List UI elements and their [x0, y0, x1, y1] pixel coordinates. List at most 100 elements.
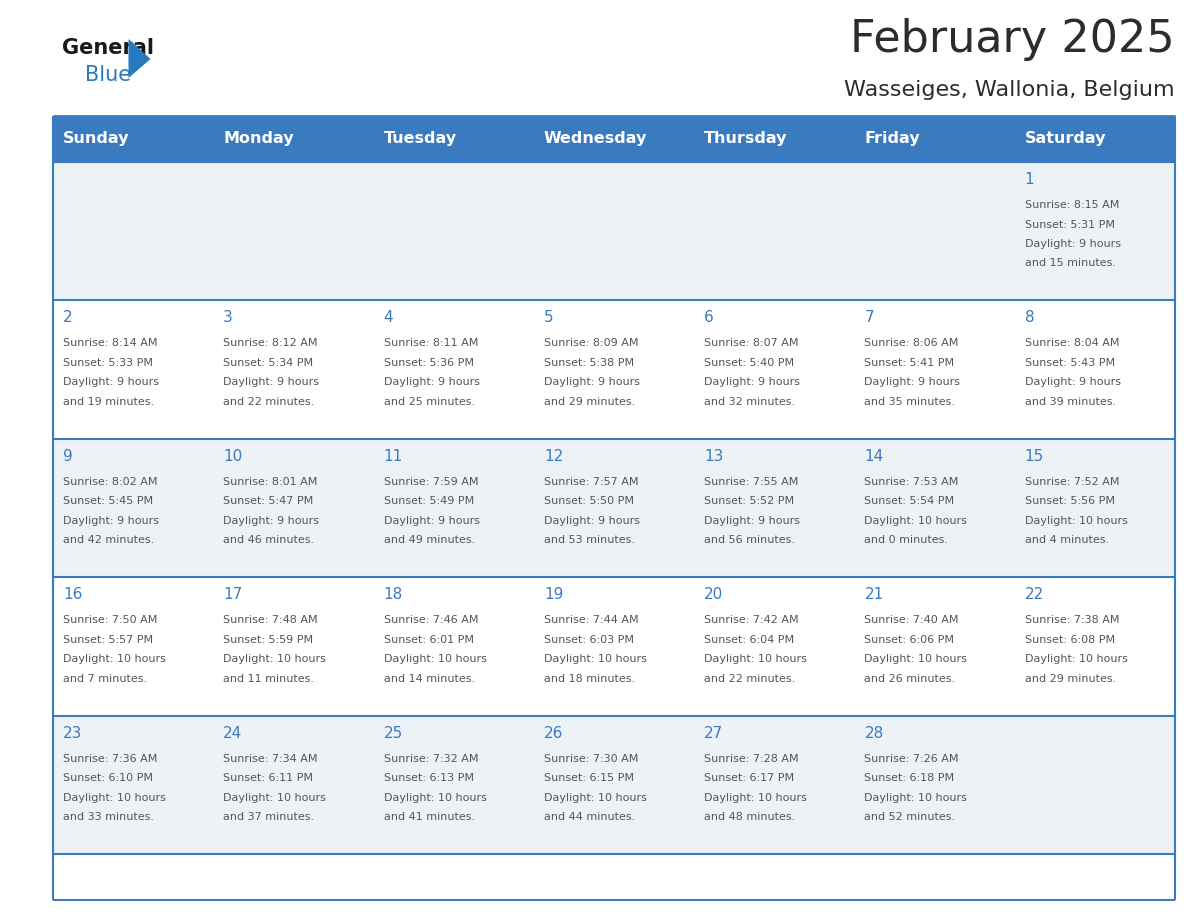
Text: Daylight: 9 hours: Daylight: 9 hours — [544, 516, 640, 526]
Text: Sunset: 5:36 PM: Sunset: 5:36 PM — [384, 358, 474, 368]
Text: Friday: Friday — [865, 131, 920, 147]
Bar — [53, 162, 1175, 300]
Text: Sunset: 5:47 PM: Sunset: 5:47 PM — [223, 497, 314, 507]
Text: Daylight: 10 hours: Daylight: 10 hours — [544, 792, 646, 802]
Text: 23: 23 — [63, 725, 82, 741]
Text: Sunrise: 7:57 AM: Sunrise: 7:57 AM — [544, 476, 638, 487]
Text: Sunset: 6:18 PM: Sunset: 6:18 PM — [865, 773, 954, 783]
Text: and 32 minutes.: and 32 minutes. — [704, 397, 795, 407]
Text: Sunrise: 8:15 AM: Sunrise: 8:15 AM — [1025, 200, 1119, 210]
Text: Sunset: 5:43 PM: Sunset: 5:43 PM — [1025, 358, 1114, 368]
Text: Blue: Blue — [86, 65, 132, 85]
Text: Sunset: 5:40 PM: Sunset: 5:40 PM — [704, 358, 795, 368]
Text: and 49 minutes.: and 49 minutes. — [384, 535, 475, 545]
Text: General: General — [62, 38, 154, 58]
Text: Sunrise: 8:04 AM: Sunrise: 8:04 AM — [1025, 339, 1119, 349]
Text: 6: 6 — [704, 310, 714, 325]
Text: and 48 minutes.: and 48 minutes. — [704, 812, 796, 823]
Text: Daylight: 10 hours: Daylight: 10 hours — [1025, 516, 1127, 526]
Text: 27: 27 — [704, 725, 723, 741]
Text: Sunrise: 7:53 AM: Sunrise: 7:53 AM — [865, 476, 959, 487]
Text: and 41 minutes.: and 41 minutes. — [384, 812, 475, 823]
Text: Daylight: 9 hours: Daylight: 9 hours — [223, 516, 320, 526]
Text: Saturday: Saturday — [1025, 131, 1106, 147]
Text: Sunrise: 7:55 AM: Sunrise: 7:55 AM — [704, 476, 798, 487]
Text: Daylight: 9 hours: Daylight: 9 hours — [1025, 377, 1120, 387]
Text: 22: 22 — [1025, 588, 1044, 602]
Text: Sunrise: 8:09 AM: Sunrise: 8:09 AM — [544, 339, 638, 349]
Text: 1: 1 — [1025, 172, 1035, 187]
Text: Daylight: 10 hours: Daylight: 10 hours — [63, 792, 166, 802]
Text: 4: 4 — [384, 310, 393, 325]
Text: and 29 minutes.: and 29 minutes. — [544, 397, 636, 407]
Text: Sunset: 6:15 PM: Sunset: 6:15 PM — [544, 773, 634, 783]
Text: Monday: Monday — [223, 131, 293, 147]
Text: Daylight: 9 hours: Daylight: 9 hours — [544, 377, 640, 387]
Text: and 44 minutes.: and 44 minutes. — [544, 812, 636, 823]
Text: Sunset: 5:52 PM: Sunset: 5:52 PM — [704, 497, 795, 507]
Text: Sunset: 5:59 PM: Sunset: 5:59 PM — [223, 634, 314, 644]
Text: Sunset: 5:33 PM: Sunset: 5:33 PM — [63, 358, 153, 368]
Text: 24: 24 — [223, 725, 242, 741]
Text: Sunset: 6:06 PM: Sunset: 6:06 PM — [865, 634, 954, 644]
Text: Sunrise: 7:30 AM: Sunrise: 7:30 AM — [544, 754, 638, 764]
Text: and 42 minutes.: and 42 minutes. — [63, 535, 154, 545]
Text: Sunrise: 8:06 AM: Sunrise: 8:06 AM — [865, 339, 959, 349]
Text: 7: 7 — [865, 310, 874, 325]
Text: Sunset: 5:38 PM: Sunset: 5:38 PM — [544, 358, 634, 368]
Text: and 56 minutes.: and 56 minutes. — [704, 535, 795, 545]
Text: Daylight: 9 hours: Daylight: 9 hours — [1025, 239, 1120, 249]
Text: and 33 minutes.: and 33 minutes. — [63, 812, 154, 823]
Text: 11: 11 — [384, 449, 403, 464]
Text: Daylight: 10 hours: Daylight: 10 hours — [544, 655, 646, 665]
Text: Sunrise: 7:40 AM: Sunrise: 7:40 AM — [865, 615, 959, 625]
Text: Daylight: 10 hours: Daylight: 10 hours — [63, 655, 166, 665]
Text: Sunset: 6:13 PM: Sunset: 6:13 PM — [384, 773, 474, 783]
Text: Wednesday: Wednesday — [544, 131, 647, 147]
Text: Sunset: 6:08 PM: Sunset: 6:08 PM — [1025, 634, 1114, 644]
Text: Sunset: 5:49 PM: Sunset: 5:49 PM — [384, 497, 474, 507]
Text: and 14 minutes.: and 14 minutes. — [384, 674, 475, 684]
Text: and 53 minutes.: and 53 minutes. — [544, 535, 634, 545]
Text: and 18 minutes.: and 18 minutes. — [544, 674, 634, 684]
Text: 25: 25 — [384, 725, 403, 741]
Text: and 7 minutes.: and 7 minutes. — [63, 674, 147, 684]
Text: Daylight: 9 hours: Daylight: 9 hours — [704, 516, 801, 526]
Text: Sunrise: 8:12 AM: Sunrise: 8:12 AM — [223, 339, 317, 349]
Text: and 4 minutes.: and 4 minutes. — [1025, 535, 1108, 545]
Text: Sunrise: 8:11 AM: Sunrise: 8:11 AM — [384, 339, 478, 349]
Text: Sunrise: 7:34 AM: Sunrise: 7:34 AM — [223, 754, 317, 764]
Text: Sunrise: 7:42 AM: Sunrise: 7:42 AM — [704, 615, 798, 625]
Text: Daylight: 10 hours: Daylight: 10 hours — [223, 792, 327, 802]
Text: Thursday: Thursday — [704, 131, 788, 147]
Text: Sunday: Sunday — [63, 131, 129, 147]
Text: and 0 minutes.: and 0 minutes. — [865, 535, 948, 545]
Text: Sunrise: 7:28 AM: Sunrise: 7:28 AM — [704, 754, 798, 764]
Text: and 15 minutes.: and 15 minutes. — [1025, 259, 1116, 268]
Text: Sunset: 5:56 PM: Sunset: 5:56 PM — [1025, 497, 1114, 507]
Text: Sunset: 5:57 PM: Sunset: 5:57 PM — [63, 634, 153, 644]
Text: Sunset: 5:45 PM: Sunset: 5:45 PM — [63, 497, 153, 507]
Bar — [53, 577, 1175, 716]
Text: 16: 16 — [63, 588, 82, 602]
Text: Sunrise: 7:44 AM: Sunrise: 7:44 AM — [544, 615, 638, 625]
Text: Sunset: 6:11 PM: Sunset: 6:11 PM — [223, 773, 314, 783]
Text: Sunset: 6:03 PM: Sunset: 6:03 PM — [544, 634, 634, 644]
Text: 12: 12 — [544, 449, 563, 464]
Text: Daylight: 10 hours: Daylight: 10 hours — [1025, 655, 1127, 665]
Text: and 46 minutes.: and 46 minutes. — [223, 535, 315, 545]
Text: 21: 21 — [865, 588, 884, 602]
Text: and 39 minutes.: and 39 minutes. — [1025, 397, 1116, 407]
Text: Sunrise: 7:52 AM: Sunrise: 7:52 AM — [1025, 476, 1119, 487]
Text: 28: 28 — [865, 725, 884, 741]
Text: 5: 5 — [544, 310, 554, 325]
Text: and 35 minutes.: and 35 minutes. — [865, 397, 955, 407]
Text: Tuesday: Tuesday — [384, 131, 456, 147]
Text: Sunset: 5:34 PM: Sunset: 5:34 PM — [223, 358, 314, 368]
Text: and 22 minutes.: and 22 minutes. — [223, 397, 315, 407]
Text: Sunrise: 7:46 AM: Sunrise: 7:46 AM — [384, 615, 478, 625]
Text: and 22 minutes.: and 22 minutes. — [704, 674, 796, 684]
Text: 17: 17 — [223, 588, 242, 602]
Text: Daylight: 9 hours: Daylight: 9 hours — [223, 377, 320, 387]
Text: Daylight: 9 hours: Daylight: 9 hours — [865, 377, 960, 387]
